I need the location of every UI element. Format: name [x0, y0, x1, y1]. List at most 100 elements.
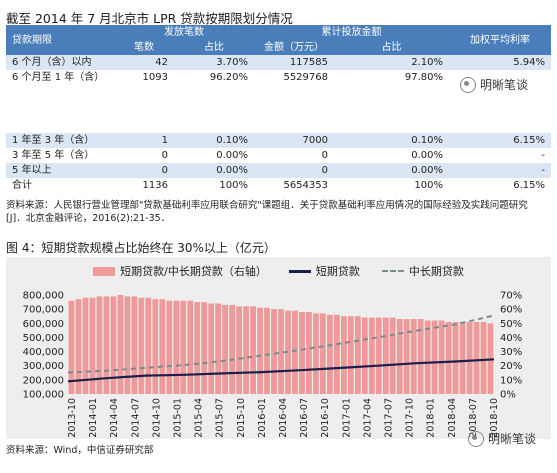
header-term: 贷款期限 [6, 25, 114, 55]
x-tick: 2015-04 [194, 398, 205, 438]
ratio-bar [82, 297, 89, 394]
table-row: 6 个月至 1 年（含） 1093 96.20% 5529768 97.80% [6, 70, 551, 85]
ratio-bar [187, 300, 194, 394]
short-term-line [67, 358, 495, 383]
ratio-bar [145, 297, 152, 394]
table-row: 6 个月（含）以内 42 3.70% 117585 2.10% 5.94% [6, 55, 551, 70]
y-right-tick: 0% [500, 390, 516, 401]
chart-svg: 800,000 700,000 600,000 500,000 400,000 300,0… [23, 291, 523, 438]
ratio-bar [299, 312, 305, 394]
cell-term: 6 个月至 1 年（含） [6, 70, 114, 85]
ratio-bar [445, 321, 452, 394]
x-tick: 2013-10 [67, 398, 78, 438]
cell-amount-share: 100% [334, 178, 449, 193]
ratio-bar [138, 297, 145, 394]
x-tick: 2016-07 [299, 398, 310, 438]
y-right-tick: 10% [500, 375, 522, 386]
ratio-bar [173, 300, 180, 394]
legend-long-label: 中长期贷款 [408, 265, 464, 278]
cell-count: 0 [114, 163, 174, 178]
ratio-bar [271, 309, 277, 394]
ratio-bar [257, 307, 263, 394]
ratio-bar [229, 304, 235, 394]
legend-long: 中长期贷款 [381, 263, 464, 279]
wechat-icon [468, 430, 484, 447]
ratio-bar [313, 313, 319, 394]
x-tick: 2018-07 [468, 398, 479, 438]
ratio-bar [110, 296, 117, 394]
header-amount: 金额（万元） [254, 40, 334, 55]
x-tick: 2014-07 [130, 398, 141, 438]
cell-amount-share: 2.10% [334, 55, 449, 70]
ratio-bar [96, 296, 103, 394]
ratio-bar [278, 309, 284, 394]
ratio-bar [89, 297, 96, 394]
cell-term: 1 年至 3 年（含） [6, 133, 114, 148]
x-tick: 2016-10 [320, 398, 331, 438]
figure-source: 资料来源：Wind，中信证券研究部 [6, 445, 154, 456]
ratio-bar [68, 300, 75, 394]
cell-amount-share: 0.00% [334, 163, 449, 178]
legend-line-swatch [288, 269, 311, 273]
cell-term: 3 年至 5 年（含） [6, 148, 114, 163]
x-tick: 2014-01 [88, 398, 99, 438]
legend-dash-swatch [381, 270, 404, 272]
ratio-bar [396, 319, 403, 394]
table-row-total: 合计 1136 100% 5654353 100% 6.15% [6, 178, 551, 193]
wechat-icon [460, 76, 476, 93]
cell-count: 0 [114, 148, 174, 163]
table-row: 5 年以上 0 0.00% 0 0.00% - [6, 163, 551, 178]
x-tick: 2015-07 [215, 398, 226, 438]
cell-count: 1136 [114, 178, 174, 193]
y-left-tick: 400,000 [23, 347, 64, 358]
ratio-bar [403, 319, 410, 394]
ratio-bar [236, 306, 242, 394]
y-left-tick: 300,000 [23, 361, 64, 372]
ratio-bar [438, 320, 445, 394]
y-right-tick: 50% [500, 319, 522, 330]
cell-amount: 7000 [254, 133, 334, 148]
source-line-2: [J]．北京金融评论，2016(2):21-35． [6, 213, 171, 224]
cell-count: 42 [114, 55, 174, 70]
watermark-top: 明晰笔谈 [460, 76, 528, 93]
cell-count: 1 [114, 133, 174, 148]
watermark-text: 明晰笔谈 [488, 432, 537, 446]
ratio-bar [285, 310, 291, 394]
table1-title: 截至 2014 年 7 月北京市 LPR 贷款按期限划分情况 [6, 11, 293, 26]
table-row: 3 年至 5 年（含） 0 0.00% 0 0.00% - [6, 148, 551, 163]
table-source: 资料来源：人民银行营业管理部"贷款基础利率应用联合研究"课题组．关于贷款基础利率… [6, 199, 554, 225]
ratio-bar [417, 319, 424, 394]
header-count-group: 发放笔数 [114, 25, 254, 40]
figure-title: 图 4：短期贷款规模占比始终在 30%以上（亿元） [6, 241, 276, 255]
cell-rate: 6.15% [449, 178, 551, 193]
x-tick: 2018-10 [489, 398, 500, 438]
legend-short-label: 短期贷款 [315, 265, 360, 278]
cell-term: 合计 [6, 178, 114, 193]
header-share2: 占比 [334, 40, 449, 55]
y-right-tick: 30% [500, 347, 522, 358]
cell-count-share: 0.10% [174, 133, 254, 148]
ratio-bar [410, 319, 417, 394]
cell-count-share: 96.20% [174, 70, 254, 85]
watermark-text: 明晰笔谈 [480, 78, 529, 92]
x-tick: 2017-04 [362, 398, 373, 438]
ratio-bar [264, 307, 270, 394]
x-tick: 2017-10 [405, 398, 416, 438]
y-right-tick: 60% [500, 305, 522, 316]
ratio-bar [341, 316, 347, 394]
source-line-1: 资料来源：人民银行营业管理部"贷款基础利率应用联合研究"课题组．关于贷款基础利率… [6, 200, 528, 211]
cell-count-share: 3.70% [174, 55, 254, 70]
watermark-bottom: 明晰笔谈 [468, 430, 536, 447]
x-tick: 2017-07 [384, 398, 395, 438]
ratio-bar [473, 321, 480, 394]
table-row: 1 年至 3 年（含） 1 0.10% 7000 0.10% 6.15% [6, 133, 551, 148]
ratio-bar [208, 303, 215, 394]
ratio-bar [222, 304, 228, 394]
legend-bar-swatch [93, 266, 116, 276]
y-right-tick: 70% [500, 291, 522, 302]
cell-rate: - [449, 148, 551, 163]
header-count: 笔数 [114, 40, 174, 55]
ratio-bar [159, 299, 166, 394]
y-right-tick: 20% [500, 361, 522, 372]
cell-term: 6 个月（含）以内 [6, 55, 114, 70]
